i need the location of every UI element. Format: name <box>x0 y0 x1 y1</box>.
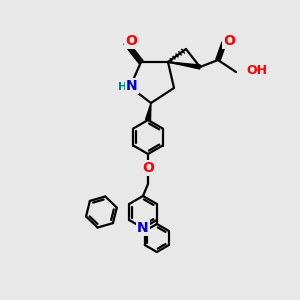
Text: OH: OH <box>246 64 267 77</box>
Text: O: O <box>223 34 235 48</box>
Polygon shape <box>168 62 200 69</box>
Text: H: H <box>118 82 127 92</box>
Text: O: O <box>125 34 137 48</box>
Polygon shape <box>146 103 151 120</box>
Text: O: O <box>142 161 154 175</box>
Text: N: N <box>126 79 138 93</box>
Text: N: N <box>137 221 149 235</box>
